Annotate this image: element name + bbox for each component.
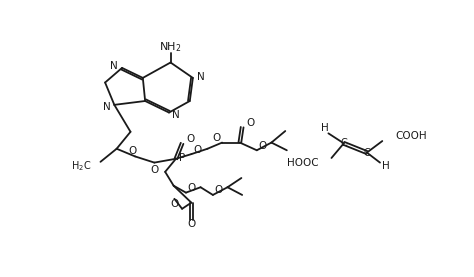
Text: P: P [179, 153, 185, 163]
Text: HOOC: HOOC [287, 158, 319, 168]
Text: O: O [186, 134, 194, 144]
Text: C: C [340, 138, 347, 148]
Text: O: O [193, 145, 201, 155]
Text: C: C [364, 148, 370, 158]
Text: H: H [321, 123, 329, 133]
Text: O: O [246, 117, 254, 128]
Text: O: O [170, 199, 178, 209]
Text: O: O [214, 185, 223, 195]
Text: H$_2$C: H$_2$C [71, 160, 91, 173]
Text: O: O [187, 219, 195, 229]
Text: N: N [110, 61, 118, 71]
Text: H: H [383, 161, 390, 171]
Text: O: O [258, 141, 266, 151]
Text: O: O [188, 183, 196, 193]
Text: O: O [212, 133, 220, 143]
Text: O: O [128, 146, 136, 156]
Text: N: N [198, 72, 205, 82]
Text: N: N [103, 102, 110, 112]
Text: O: O [151, 165, 159, 175]
Text: N: N [172, 110, 180, 120]
Text: COOH: COOH [395, 131, 427, 142]
Text: NH$_2$: NH$_2$ [159, 40, 182, 54]
